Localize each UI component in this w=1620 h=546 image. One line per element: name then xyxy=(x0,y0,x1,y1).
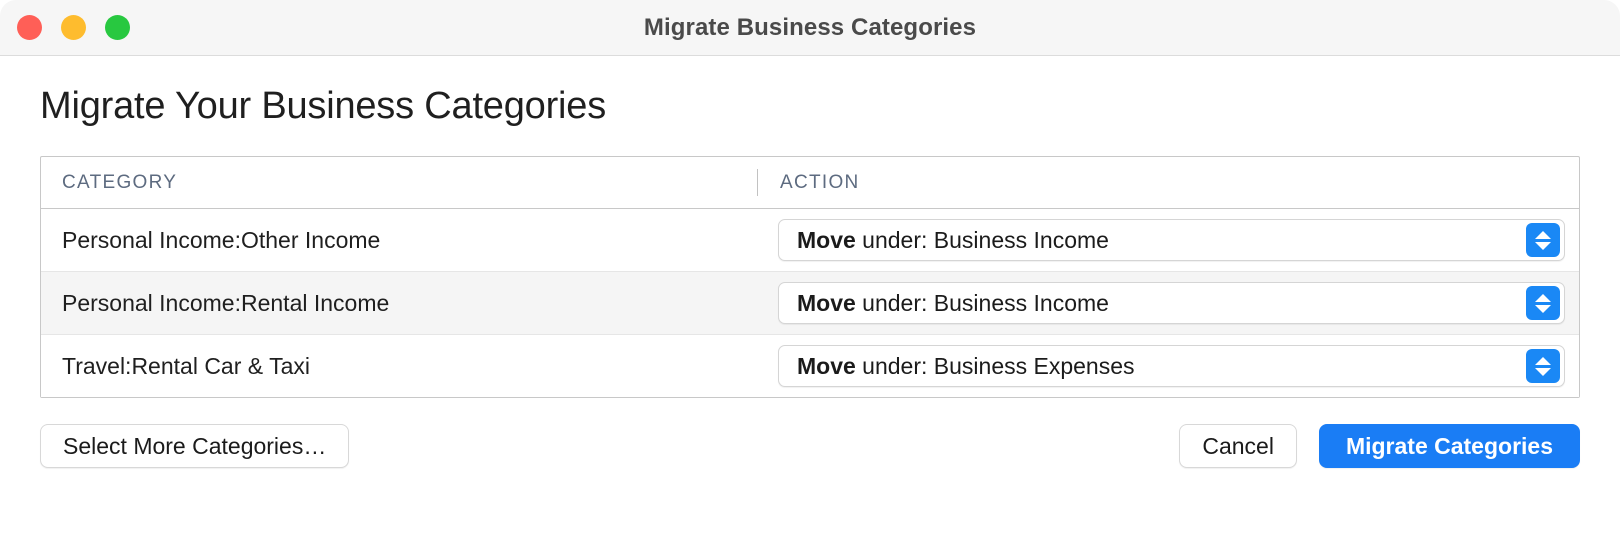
action-dropdown-label: Move under: Business Income xyxy=(779,227,1109,254)
category-label: Personal Income:Other Income xyxy=(62,226,381,253)
select-more-categories-button[interactable]: Select More Categories… xyxy=(40,424,350,468)
chevron-updown-icon[interactable] xyxy=(1526,223,1560,257)
table-row: Personal Income:Other Income Move under:… xyxy=(41,209,1579,271)
chevron-up-icon xyxy=(1535,230,1551,239)
table-header-row: CATEGORY ACTION xyxy=(41,157,1579,209)
action-dropdown-label: Move under: Business Expenses xyxy=(779,353,1135,380)
chevron-down-icon xyxy=(1535,367,1551,376)
action-cell: Move under: Business Expenses xyxy=(778,345,1579,387)
column-header-action: ACTION xyxy=(780,171,860,193)
chevron-down-icon xyxy=(1535,241,1551,250)
action-target: under: Business Income xyxy=(855,289,1109,316)
close-button[interactable] xyxy=(17,15,42,40)
action-dropdown-label: Move under: Business Income xyxy=(779,290,1109,317)
chevron-up-icon xyxy=(1535,293,1551,302)
action-verb: Move xyxy=(797,352,856,379)
category-label: Travel:Rental Car & Taxi xyxy=(62,352,310,379)
traffic-light-controls xyxy=(17,0,130,55)
cancel-button[interactable]: Cancel xyxy=(1179,424,1297,468)
migrate-categories-button[interactable]: Migrate Categories xyxy=(1318,424,1580,468)
chevron-down-icon xyxy=(1535,304,1551,313)
chevron-updown-icon[interactable] xyxy=(1526,349,1560,383)
action-target: under: Business Expenses xyxy=(855,352,1135,379)
title-bar: Migrate Business Categories xyxy=(0,0,1620,56)
categories-table: CATEGORY ACTION Personal Income:Other In… xyxy=(40,156,1580,398)
chevron-up-icon xyxy=(1535,356,1551,365)
action-cell: Move under: Business Income xyxy=(778,282,1579,324)
action-verb: Move xyxy=(797,226,856,253)
table-row: Travel:Rental Car & Taxi Move under: Bus… xyxy=(41,334,1579,397)
dialog-footer: Select More Categories… Cancel Migrate C… xyxy=(40,424,1580,468)
action-cell: Move under: Business Income xyxy=(778,219,1579,261)
chevron-updown-icon[interactable] xyxy=(1526,286,1560,320)
minimize-button[interactable] xyxy=(61,15,86,40)
category-label: Personal Income:Rental Income xyxy=(62,289,390,316)
action-target: under: Business Income xyxy=(855,226,1109,253)
page-title: Migrate Your Business Categories xyxy=(40,85,607,127)
dialog-content: Migrate Your Business Categories CATEGOR… xyxy=(0,56,1620,468)
action-verb: Move xyxy=(797,289,856,316)
window-title: Migrate Business Categories xyxy=(643,14,977,41)
header-column-divider xyxy=(757,169,758,196)
action-dropdown[interactable]: Move under: Business Income xyxy=(778,219,1565,261)
action-dropdown[interactable]: Move under: Business Expenses xyxy=(778,345,1565,387)
action-dropdown[interactable]: Move under: Business Income xyxy=(778,282,1565,324)
table-row: Personal Income:Rental Income Move under… xyxy=(41,271,1579,334)
column-header-category: CATEGORY xyxy=(62,171,178,193)
zoom-button[interactable] xyxy=(105,15,130,40)
